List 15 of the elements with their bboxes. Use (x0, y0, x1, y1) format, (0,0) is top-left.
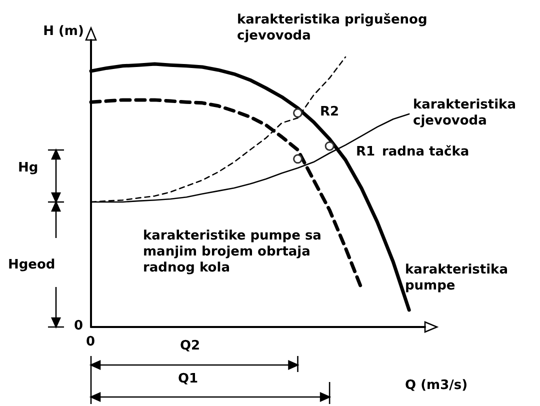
series-label: karakteristika pumpe (405, 262, 512, 294)
x-axis-title: Q (m3/s) (405, 378, 468, 393)
text: Hg (18, 160, 38, 176)
annotation: R2 (320, 104, 340, 120)
text: Q1 (178, 372, 198, 386)
text: 0 (74, 318, 84, 334)
text: Q2 (180, 338, 200, 354)
series-label: karakteristika cjevovoda (413, 98, 520, 128)
annotation: radna tačka (382, 144, 470, 160)
text: 0 (86, 334, 96, 350)
text: Hgeod (8, 258, 56, 272)
series-label: karakteristike pumpe sa manjim brojem obrtaja radnog kola (143, 228, 326, 276)
y-axis-title: H (m) (43, 24, 84, 39)
text: karakteristika prigušenog cjevovoda (237, 12, 432, 44)
annotation: R1 (356, 144, 376, 160)
